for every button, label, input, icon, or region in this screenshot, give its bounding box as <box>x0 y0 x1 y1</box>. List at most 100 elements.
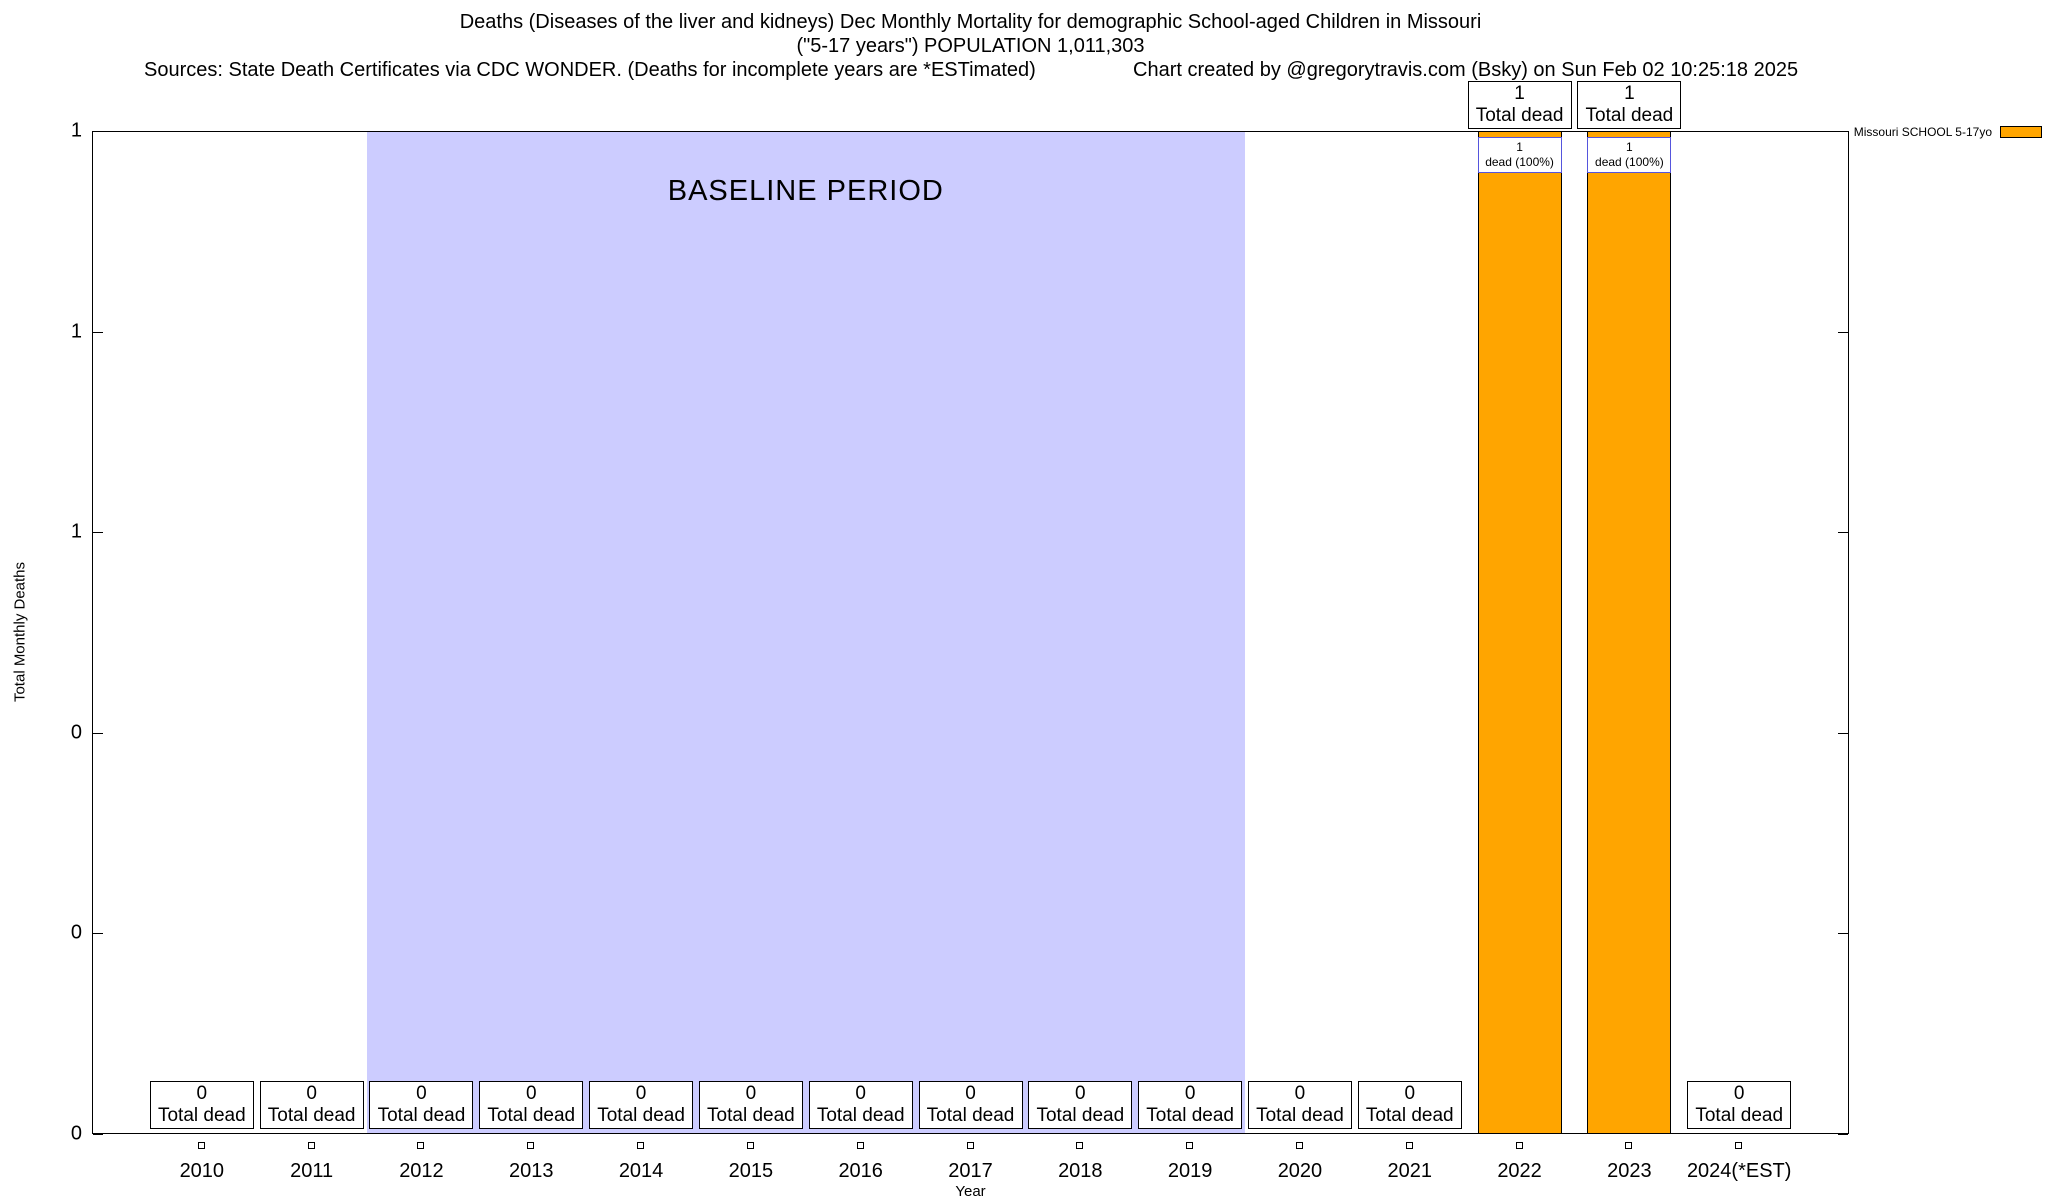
annotation-line: Total dead <box>707 1105 795 1126</box>
annotation-bottom-2016: 0 Total dead <box>808 1081 913 1129</box>
bar-2023 <box>1587 131 1672 1134</box>
annotation-bottom-2010: 0 Total dead <box>149 1081 254 1129</box>
ytick-mark <box>1838 331 1848 333</box>
xtick-marker <box>856 1142 864 1149</box>
annotation-line: Total dead <box>487 1105 576 1126</box>
annotation-line: 1 <box>1514 83 1525 104</box>
annotation-line: 0 <box>1294 1083 1306 1104</box>
plot-border <box>92 131 1849 1134</box>
y-axis-label: Total Monthly Deaths <box>11 561 29 703</box>
chart-credit: Chart created by @gregorytravis.com (Bsk… <box>1133 59 1799 81</box>
ytick-label: 0 <box>70 1122 82 1145</box>
year-label-2023: 2023 <box>1607 1160 1652 1182</box>
annotation-bottom-2012: 0 Total dead <box>369 1081 474 1129</box>
annotation-line: Total dead <box>1695 1105 1784 1126</box>
baseline-band <box>366 131 1246 1134</box>
chart-subtitle: ("5-17 years") POPULATION 1,011,303 <box>796 35 1145 57</box>
annotation-line: Total dead <box>1036 1105 1125 1126</box>
year-label-2012: 2012 <box>399 1160 444 1182</box>
annotation-line: Total dead <box>1146 1105 1234 1126</box>
xtick-marker <box>1625 1142 1633 1149</box>
xtick-marker <box>1186 1142 1194 1149</box>
annotation-bottom-2013: 0 Total dead <box>479 1081 584 1129</box>
annotation-line: 0 <box>745 1083 757 1104</box>
annotation-top-2022: 1 Total dead <box>1467 81 1572 129</box>
annotation-line: Total dead <box>816 1105 905 1126</box>
ytick-label: 1 <box>70 119 82 142</box>
legend-label: Missouri SCHOOL 5-17yo <box>1853 125 1992 139</box>
ytick-label: 0 <box>70 921 82 944</box>
annotation-bottom-2024(*EST): 0 Total dead <box>1687 1081 1792 1129</box>
ytick-mark <box>1838 732 1848 734</box>
ytick-mark <box>93 131 103 132</box>
annotation-line: 1 <box>1626 140 1633 154</box>
xtick-marker <box>637 1142 645 1149</box>
annotation-bottom-2020: 0 Total dead <box>1247 1081 1352 1129</box>
legend-swatch <box>2000 126 2042 138</box>
year-label-2016: 2016 <box>838 1160 883 1182</box>
annotation-line: Total dead <box>1475 105 1564 126</box>
annotation-line: 0 <box>965 1083 976 1104</box>
ytick-mark <box>1838 532 1848 534</box>
annotation-line: 0 <box>416 1083 427 1104</box>
year-label-2020: 2020 <box>1277 1160 1323 1182</box>
xtick-marker <box>197 1142 205 1149</box>
annotation-bottom-2017: 0 Total dead <box>918 1081 1023 1129</box>
annotation-bottom-2015: 0 Total dead <box>698 1081 803 1129</box>
xtick-marker <box>966 1142 974 1149</box>
xtick-marker <box>1735 1142 1743 1149</box>
year-label-2010: 2010 <box>179 1160 225 1182</box>
xtick-marker <box>527 1142 535 1149</box>
year-label-2018: 2018 <box>1058 1160 1103 1182</box>
ytick-mark <box>93 732 103 734</box>
annotation-inside-bar-2023: 1 dead (100%) <box>1587 137 1672 173</box>
ytick-mark <box>93 933 103 935</box>
annotation-line: Total dead <box>597 1105 685 1126</box>
chart-title: Deaths (Diseases of the liver and kidney… <box>459 11 1482 33</box>
legend: Missouri SCHOOL 5-17yo <box>1854 125 2042 139</box>
annotation-line: Total dead <box>926 1105 1015 1126</box>
annotation-line: 0 <box>1404 1083 1416 1104</box>
annotation-line: Total dead <box>1256 1105 1344 1126</box>
annotation-line: 0 <box>1733 1083 1745 1104</box>
baseline-label: BASELINE PERIOD <box>667 175 944 207</box>
xtick-marker <box>417 1142 425 1149</box>
annotation-line: 0 <box>855 1083 866 1104</box>
annotation-line: Total dead <box>157 1105 246 1126</box>
year-label-2019: 2019 <box>1167 1160 1213 1182</box>
annotation-line: 0 <box>635 1083 647 1104</box>
year-label-2014: 2014 <box>618 1160 664 1182</box>
year-label-2021: 2021 <box>1387 1160 1433 1182</box>
xtick-marker <box>307 1142 315 1149</box>
annotation-line: 0 <box>196 1083 208 1104</box>
xtick-marker <box>1295 1142 1303 1149</box>
annotation-line: 0 <box>1184 1083 1196 1104</box>
xtick-marker <box>1405 1142 1413 1149</box>
year-label-2015: 2015 <box>728 1160 774 1182</box>
chart-sources: Sources: State Death Certificates via CD… <box>144 59 1036 81</box>
annotation-line: 0 <box>525 1083 537 1104</box>
ytick-mark <box>93 331 103 333</box>
annotation-bottom-2019: 0 Total dead <box>1138 1081 1243 1129</box>
annotation-line: 0 <box>1075 1083 1086 1104</box>
year-label-2017: 2017 <box>948 1160 993 1182</box>
annotation-line: 1 <box>1516 140 1523 154</box>
x-axis-label: Year <box>955 1183 986 1200</box>
annotation-inside-bar-2022: 1 dead (100%) <box>1477 137 1562 173</box>
year-label-2024(*EST): 2024(*EST) <box>1686 1160 1792 1182</box>
xtick-marker <box>1076 1142 1084 1149</box>
year-label-2011: 2011 <box>290 1160 334 1182</box>
annotation-line: dead (100%) <box>1595 155 1664 169</box>
annotation-line: Total dead <box>267 1105 356 1126</box>
annotation-bottom-2011: 0 Total dead <box>259 1081 364 1129</box>
bar-2022 <box>1477 131 1562 1134</box>
annotation-bottom-2014: 0 Total dead <box>589 1081 694 1129</box>
annotation-line: Total dead <box>1585 105 1674 126</box>
year-label-2022: 2022 <box>1497 1160 1542 1182</box>
annotation-bottom-2021: 0 Total dead <box>1357 1081 1462 1129</box>
xtick-marker <box>1515 1142 1523 1149</box>
ytick-label: 1 <box>70 320 82 343</box>
xtick-marker <box>746 1142 754 1149</box>
ytick-mark <box>1838 933 1848 935</box>
annotation-top-2023: 1 Total dead <box>1577 81 1682 129</box>
